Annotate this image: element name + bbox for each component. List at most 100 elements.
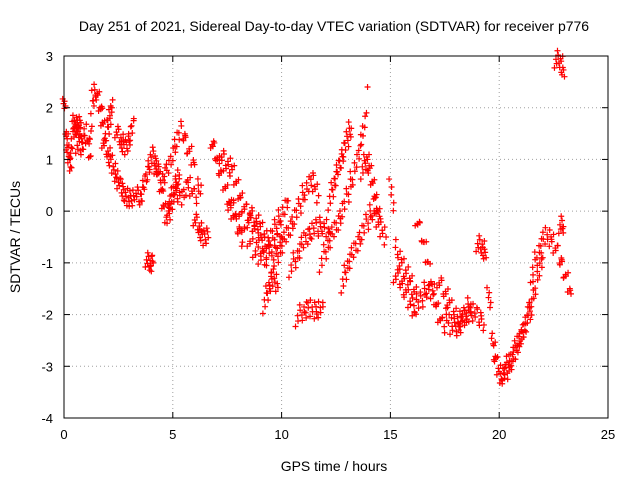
data-point <box>130 117 137 124</box>
data-point <box>79 139 86 146</box>
data-point <box>77 151 84 158</box>
data-point <box>476 319 483 326</box>
series-arc-m <box>244 197 292 252</box>
data-point <box>373 191 380 198</box>
data-point <box>291 221 298 228</box>
series-arc-aa <box>447 300 487 339</box>
data-point <box>417 289 424 296</box>
data-point <box>330 233 337 240</box>
data-point <box>334 168 341 175</box>
data-point <box>139 177 146 184</box>
data-point <box>67 155 74 162</box>
data-point <box>487 299 494 306</box>
data-point <box>296 301 303 308</box>
data-point <box>419 303 426 310</box>
data-point <box>196 223 203 230</box>
data-point <box>125 130 132 137</box>
data-point <box>409 312 416 319</box>
data-point <box>268 248 275 255</box>
data-point <box>392 236 399 243</box>
data-point <box>129 187 136 194</box>
data-point <box>107 144 114 151</box>
series-arc-o <box>268 170 322 276</box>
data-point <box>453 305 460 312</box>
data-point <box>174 195 181 202</box>
data-marks <box>59 47 575 387</box>
data-point <box>288 268 295 275</box>
data-point <box>492 339 499 346</box>
data-point <box>483 254 490 261</box>
data-point <box>285 274 292 281</box>
data-point <box>141 186 148 193</box>
data-point <box>190 157 197 164</box>
data-point <box>555 52 562 59</box>
data-point <box>83 121 90 128</box>
data-point <box>259 237 266 244</box>
data-point <box>76 113 83 120</box>
data-point <box>112 160 119 167</box>
data-point <box>361 124 368 131</box>
data-point <box>413 290 420 297</box>
data-point <box>155 161 162 168</box>
data-point <box>388 191 395 198</box>
data-point <box>413 284 420 291</box>
data-point <box>101 135 108 142</box>
data-point <box>338 289 345 296</box>
data-point <box>262 283 269 290</box>
data-point <box>343 128 350 135</box>
data-point <box>471 310 478 317</box>
data-point <box>358 236 365 243</box>
data-point <box>87 110 94 117</box>
data-point <box>318 228 325 235</box>
data-point <box>301 192 308 199</box>
data-point <box>482 249 489 256</box>
data-point <box>268 269 275 276</box>
data-point <box>537 242 544 249</box>
y-tick-label: -2 <box>41 308 53 323</box>
data-point <box>98 103 105 110</box>
data-point <box>317 304 324 311</box>
data-point <box>349 181 356 188</box>
data-point <box>86 140 93 147</box>
data-point <box>181 130 188 137</box>
data-point <box>279 249 286 256</box>
data-point <box>457 329 464 336</box>
data-point <box>354 247 361 254</box>
data-point <box>325 207 332 214</box>
data-point <box>397 248 404 255</box>
data-point <box>281 211 288 218</box>
data-point <box>339 213 346 220</box>
data-point <box>322 248 329 255</box>
data-point <box>481 246 488 253</box>
data-point <box>269 228 276 235</box>
data-point <box>296 248 303 255</box>
data-point <box>167 153 174 160</box>
data-point <box>366 151 373 158</box>
data-point <box>138 191 145 198</box>
data-point <box>445 320 452 327</box>
data-point <box>187 174 194 181</box>
data-point <box>253 215 260 222</box>
data-point <box>377 233 384 240</box>
data-point <box>104 148 111 155</box>
data-point <box>144 176 151 183</box>
data-point <box>314 181 321 188</box>
data-point <box>550 231 557 238</box>
data-point <box>109 152 116 159</box>
data-point <box>263 245 270 252</box>
data-point <box>287 232 294 239</box>
data-point <box>368 162 375 169</box>
x-tick-label: 25 <box>601 427 615 442</box>
data-point <box>449 323 456 330</box>
data-point <box>298 312 305 319</box>
data-point <box>323 255 330 262</box>
data-point <box>231 162 238 169</box>
data-point <box>356 155 363 162</box>
plot-frame <box>63 55 609 419</box>
data-point <box>344 137 351 144</box>
data-point <box>67 163 74 170</box>
data-point <box>152 153 159 160</box>
data-point <box>117 134 124 141</box>
data-point <box>296 255 303 262</box>
y-tick-label: 0 <box>46 204 53 219</box>
